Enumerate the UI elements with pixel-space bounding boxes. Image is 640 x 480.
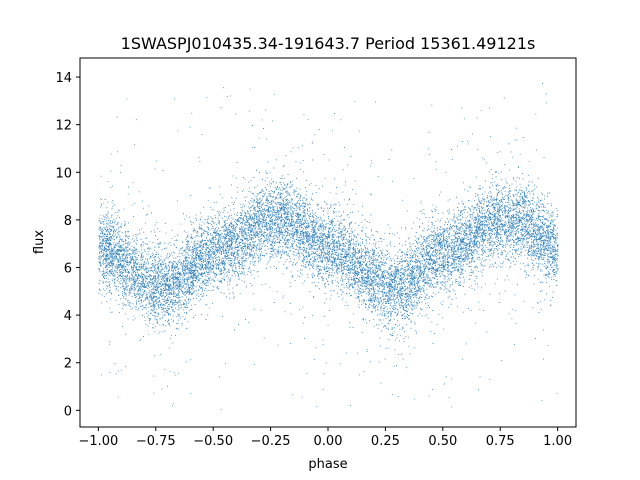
y-tick-label: 10 — [55, 166, 72, 181]
scatter-points — [98, 83, 559, 411]
y-tick-label: 8 — [64, 214, 72, 229]
chart-title: 1SWASPJ010435.34-191643.7 Period 15361.4… — [121, 34, 536, 53]
y-tick-label: 2 — [64, 357, 72, 372]
x-tick-label: −0.75 — [136, 434, 176, 449]
x-axis: −1.00 −0.75 −0.50 −0.25 0.00 0.25 0.50 0.75 1.00 — [78, 427, 572, 449]
y-tick-label: 6 — [64, 261, 72, 276]
x-tick-label: 0.25 — [371, 434, 400, 449]
scatter-point-core — [98, 143, 559, 340]
y-tick-label: 4 — [64, 309, 72, 324]
x-tick-label: 1.00 — [543, 434, 572, 449]
y-axis: 0 2 4 6 8 10 12 14 — [55, 71, 80, 419]
x-axis-label: phase — [308, 457, 347, 472]
y-tick-label: 12 — [55, 119, 72, 134]
x-tick-label: −0.50 — [193, 434, 233, 449]
x-tick-label: −0.25 — [251, 434, 291, 449]
x-tick-label: 0.00 — [314, 434, 343, 449]
x-tick-label: 0.50 — [428, 434, 457, 449]
x-tick-label: −1.00 — [78, 434, 118, 449]
x-tick-label: 0.75 — [486, 434, 515, 449]
y-axis-label: flux — [32, 230, 47, 254]
y-tick-label: 14 — [55, 71, 72, 86]
y-tick-label: 0 — [64, 404, 72, 419]
